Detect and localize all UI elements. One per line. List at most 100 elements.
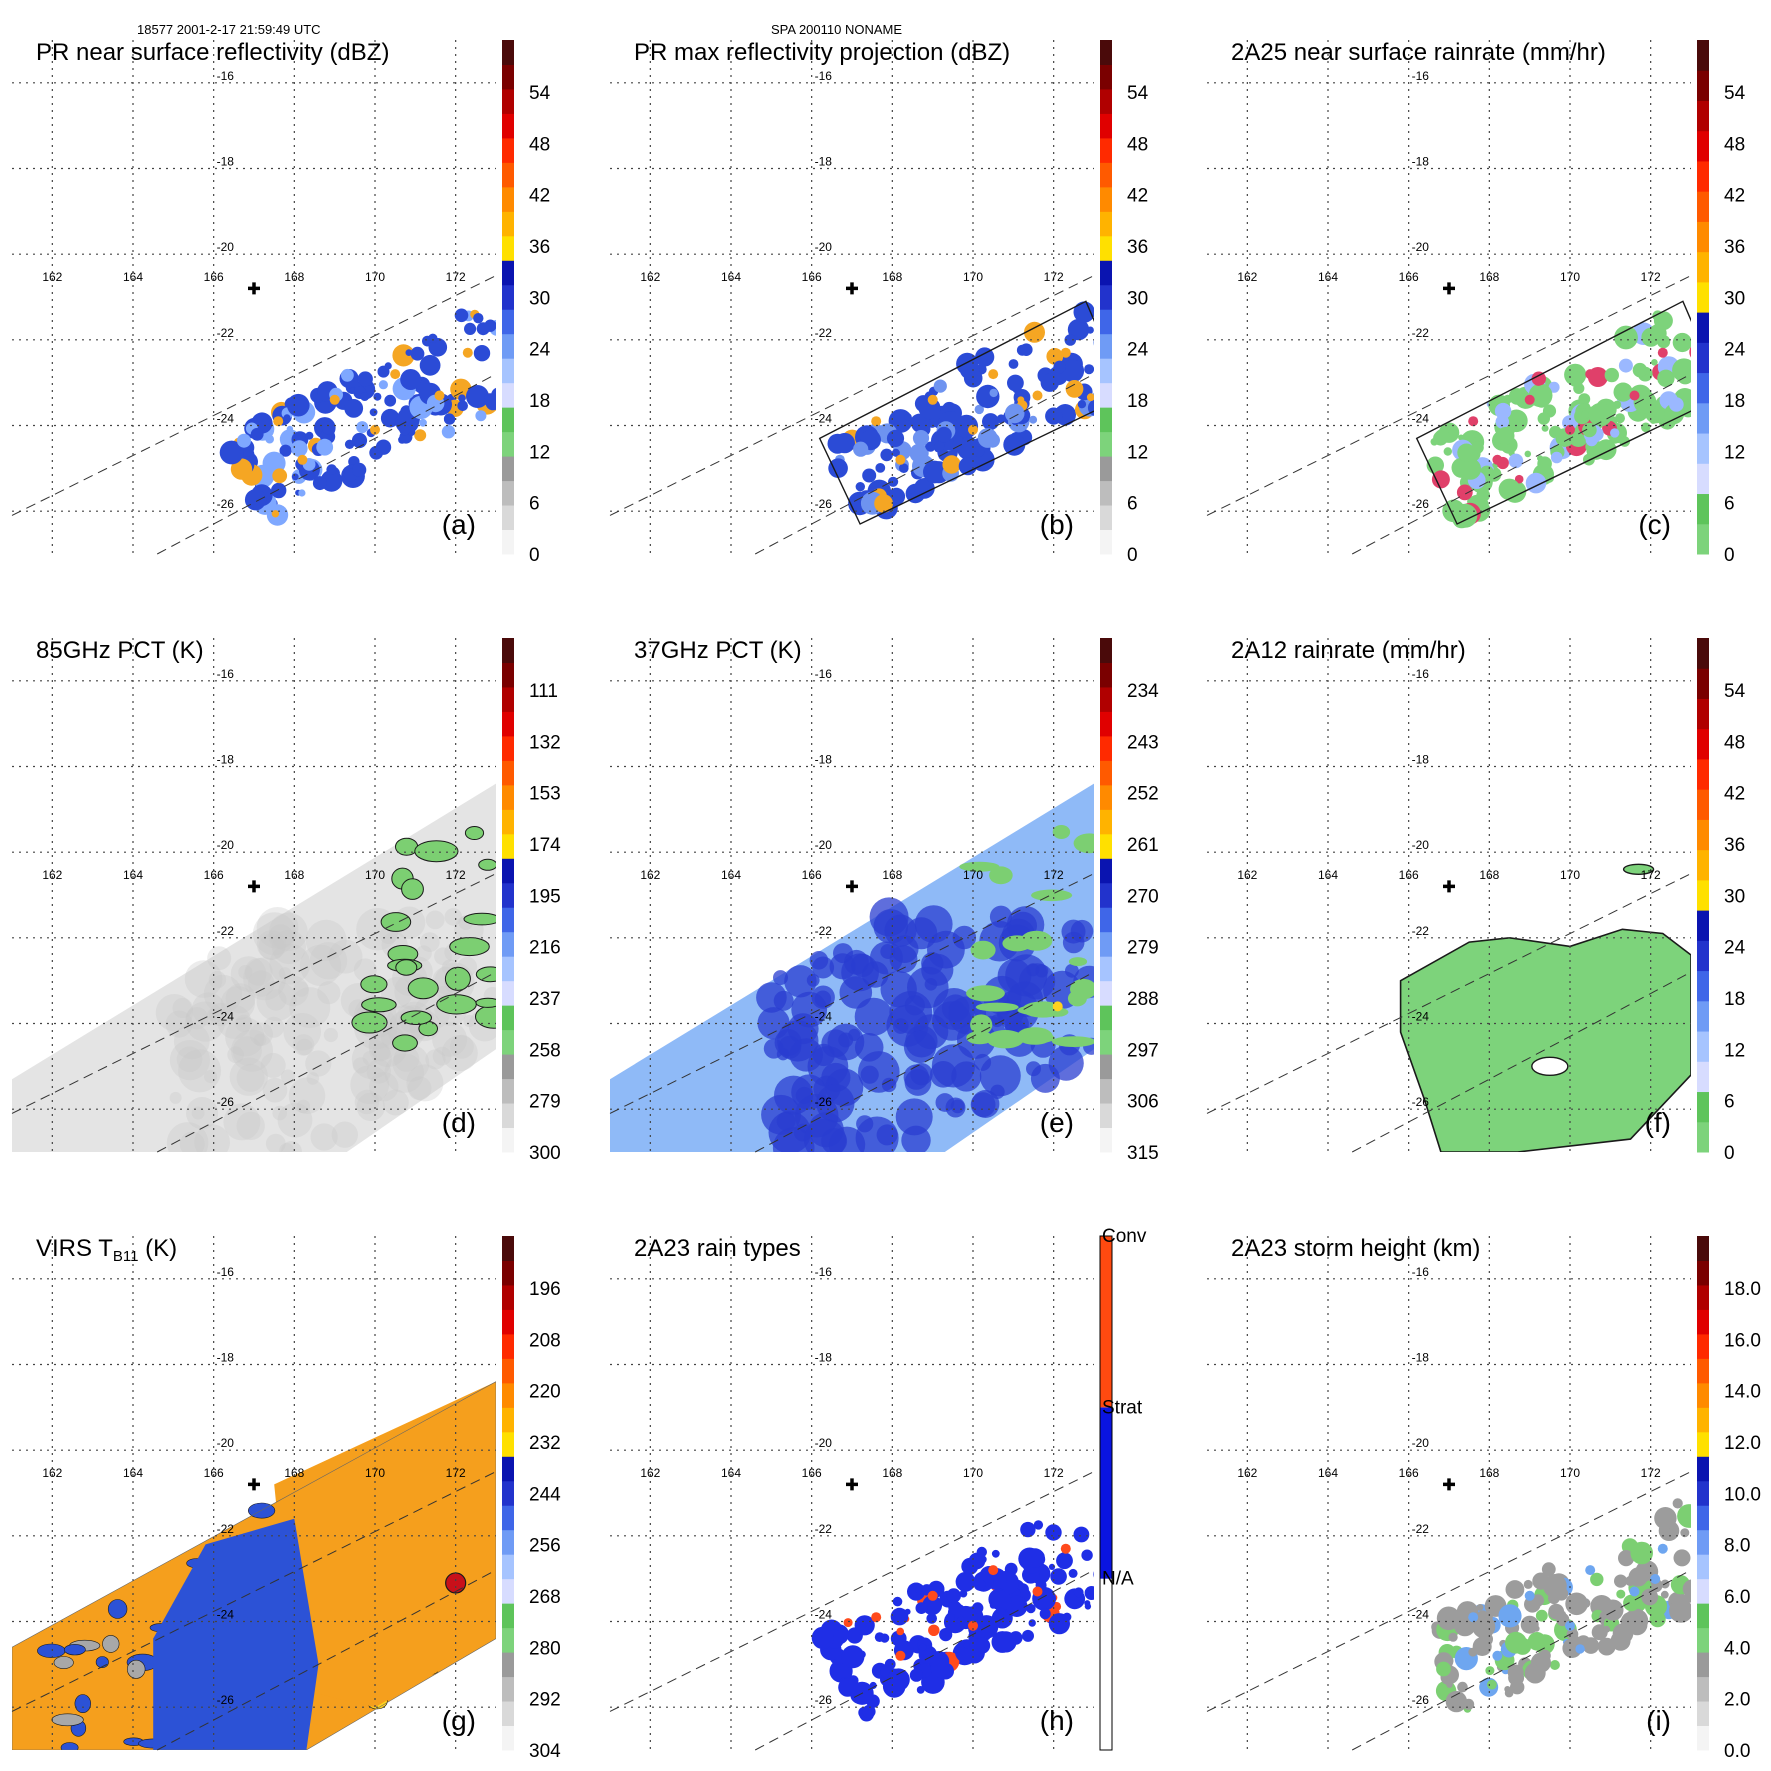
lon-tick-label: 172 <box>446 1466 466 1480</box>
colorbar-label: 196 <box>529 1279 561 1300</box>
data-cell <box>1535 384 1552 401</box>
colorbar-label: 24 <box>1724 340 1746 361</box>
data-cell <box>1639 1622 1648 1631</box>
data-cell <box>271 929 307 965</box>
data-cell <box>1004 403 1025 424</box>
data-cell <box>392 1044 430 1082</box>
colorbar-segment <box>1100 260 1112 286</box>
colorbar-label: 237 <box>529 989 561 1010</box>
data-cell <box>1436 1661 1451 1677</box>
pr-swath-edge <box>609 873 1095 1114</box>
lon-tick-label: 168 <box>1479 270 1499 284</box>
colorbar-segment <box>1697 523 1709 555</box>
data-cell <box>1061 359 1085 383</box>
data-cell <box>321 421 336 435</box>
colorbar-segment <box>502 1578 514 1604</box>
data-cell-peak <box>1468 1612 1479 1623</box>
panel-title: 85GHz PCT (K) <box>36 637 204 664</box>
panel-c-svg: 162 164 166 168 170 172 -16 -18 -20 -22 -24 -26 2A25… <box>1206 39 1746 566</box>
lon-tick-label: 168 <box>1479 868 1499 882</box>
data-cell <box>1020 343 1033 357</box>
data-cell <box>1614 325 1638 350</box>
colorbar-label: 36 <box>1127 237 1148 258</box>
data-cell <box>1494 402 1512 420</box>
data-cell <box>1003 433 1026 456</box>
data-cell <box>173 1023 210 1060</box>
colorbar: 54 48 42 36 30 24 18 12 6 0 <box>1697 40 1746 566</box>
data-cell <box>399 424 411 436</box>
colorbar-segment <box>502 333 514 359</box>
colorbar-label: 6 <box>529 494 540 515</box>
colorbar-label: 153 <box>529 784 561 805</box>
lat-tick-label: -26 <box>217 1693 235 1707</box>
lon-tick-label: 170 <box>365 270 385 284</box>
data-cell <box>1588 402 1613 427</box>
pr-swath-edge <box>609 275 1095 516</box>
data-cell <box>939 1628 953 1642</box>
data-cell <box>220 986 255 1021</box>
data-cell <box>1604 367 1619 383</box>
data-cell <box>350 1065 390 1105</box>
colorbar-label: 6 <box>1127 494 1138 515</box>
colorbar-segment <box>502 284 514 310</box>
colorbar-segment <box>1100 1005 1112 1031</box>
lat-tick-label: -18 <box>1412 1351 1430 1365</box>
data-cell <box>425 910 445 930</box>
colorbar-segment <box>502 1333 514 1359</box>
data-cell <box>841 953 879 992</box>
data-cell-warm <box>361 997 397 1013</box>
colorbar-label: 292 <box>529 1690 561 1711</box>
colorbar-label: 132 <box>529 732 561 753</box>
data-cell <box>1677 1504 1691 1528</box>
colorbar-segment <box>1100 1029 1112 1055</box>
data-cell <box>269 912 308 952</box>
colorbar-segment <box>1697 130 1709 162</box>
data-cell <box>998 1607 1006 1616</box>
colorbar-segment <box>1697 1121 1709 1153</box>
data-cell-peak <box>445 1572 467 1594</box>
data-cell <box>406 1064 444 1102</box>
data-cell <box>892 1596 903 1607</box>
lat-tick-label: -16 <box>217 69 235 83</box>
colorbar-segment <box>502 931 514 957</box>
data-cell <box>368 1030 399 1060</box>
data-cell <box>1514 474 1524 484</box>
colorbar-label: Strat <box>1102 1397 1143 1418</box>
colorbar-label: 16.0 <box>1724 1330 1761 1351</box>
data-cell <box>230 956 267 992</box>
data-cell-warm <box>1068 957 1088 967</box>
colorbar-segment <box>502 1456 514 1482</box>
colorbar-segment <box>502 113 514 139</box>
data-cell <box>1496 427 1515 445</box>
data-cell <box>384 394 397 407</box>
lon-tick-label: 170 <box>365 868 385 882</box>
data-cell <box>789 1038 823 1072</box>
colorbar-segment <box>502 735 514 761</box>
colorbar-label: 252 <box>1127 784 1159 805</box>
colorbar-segment <box>1100 358 1112 384</box>
lon-tick-label: 170 <box>365 1466 385 1480</box>
lon-tick-label: 166 <box>204 1466 224 1480</box>
colorbar-segment <box>1100 638 1112 663</box>
data-cell <box>811 1626 835 1650</box>
data-cell-peak <box>1585 1565 1596 1576</box>
data-cell <box>907 966 949 1009</box>
lat-tick-label: -22 <box>217 1522 235 1536</box>
colorbar-segment <box>1697 1061 1709 1093</box>
colorbar-segment <box>1100 956 1112 982</box>
data-cell <box>869 1681 877 1690</box>
data-cell <box>225 1017 265 1057</box>
data-cell-peak <box>1524 394 1535 405</box>
lon-tick-label: 164 <box>1318 270 1338 284</box>
colorbar-segment <box>502 64 514 90</box>
data-cell-warm <box>475 997 496 1008</box>
data-cell <box>963 1642 970 1649</box>
colorbar-segment <box>1100 1236 1112 1408</box>
data-cell-peak <box>871 416 882 427</box>
colorbar-segment <box>1697 342 1709 374</box>
panel-e: 162 164 166 168 170 172 -16 -18 -20 -22 -24 -26 37GH… <box>609 637 1170 1173</box>
data-cell <box>909 1668 923 1682</box>
colorbar-label: 10.0 <box>1724 1484 1761 1505</box>
lon-tick-label: 168 <box>1479 1466 1499 1480</box>
colorbar-segment <box>1697 160 1709 192</box>
